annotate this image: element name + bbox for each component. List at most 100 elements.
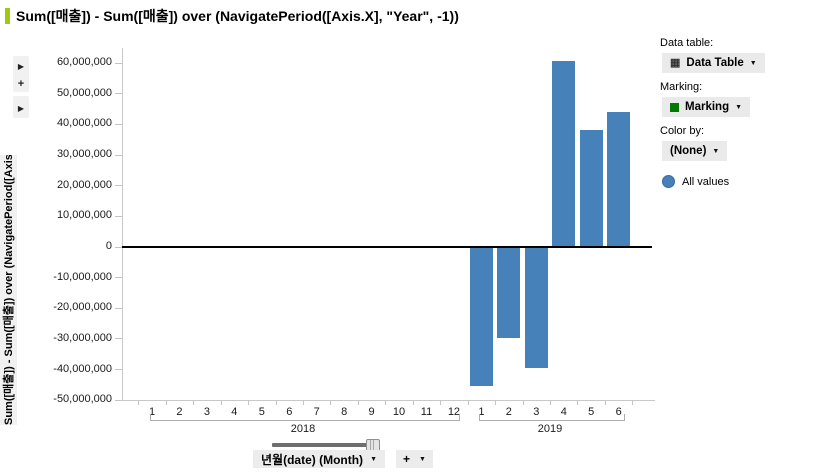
y-axis-tick <box>115 246 122 248</box>
year-bracket <box>479 420 625 421</box>
y-axis-tick <box>115 369 122 371</box>
expand-right-icon: ▶ <box>17 104 25 113</box>
x-axis-plus-button[interactable]: + <box>403 452 411 466</box>
y-axis-tick <box>115 307 122 309</box>
x-axis-tick <box>357 400 359 405</box>
x-axis-tick <box>632 400 634 405</box>
marking-value: Marking <box>685 101 730 113</box>
y-axis-tick-label: -30,000,000 <box>53 331 112 344</box>
x-axis-buttons: + ▼ <box>396 450 433 468</box>
x-month-label: 3 <box>533 406 540 418</box>
chevron-down-icon: ▼ <box>370 455 377 463</box>
x-month-label: 9 <box>368 406 375 418</box>
marking-color-swatch <box>670 102 679 112</box>
legend-panel: Data table: ▦ Data Table ▼ Marking: Mark… <box>660 37 765 188</box>
collapsed-panel-group-bottom: ▶ <box>13 96 29 118</box>
x-axis-line <box>122 400 655 401</box>
y-axis-selector[interactable]: Sum([매출]) - Sum([매출]) over (NavigatePeri… <box>0 155 17 425</box>
x-month-label: 7 <box>313 406 320 418</box>
y-axis-tick-label: 10,000,000 <box>56 209 112 222</box>
data-table-value: Data Table <box>686 57 744 69</box>
bar-2019-2[interactable] <box>497 246 521 339</box>
year-bracket-riser <box>458 414 460 421</box>
x-axis-tick <box>522 400 524 405</box>
legend-dot-icon <box>662 175 675 188</box>
add-panel-button[interactable]: + <box>18 75 24 91</box>
x-axis-tick <box>412 400 414 405</box>
y-axis-tick <box>115 185 122 187</box>
x-axis-selector[interactable]: 년월(date) (Month) ▼ <box>253 450 385 468</box>
x-month-label: 8 <box>341 406 348 418</box>
x-axis-tick <box>440 400 442 405</box>
x-year-label: 2018 <box>290 423 316 435</box>
y-axis-tick <box>115 123 122 125</box>
x-month-label: 6 <box>286 406 293 418</box>
color-by-label: Color by: <box>660 125 705 137</box>
page-title: Sum([매출]) - Sum([매출]) over (NavigatePeri… <box>16 8 459 24</box>
y-axis-tick <box>115 399 122 401</box>
x-month-label: 10 <box>392 406 406 418</box>
y-axis-tick <box>115 93 122 95</box>
legend-item-label: All values <box>682 175 730 188</box>
y-axis-tick-label: -40,000,000 <box>53 362 112 375</box>
y-axis-tick-label: 20,000,000 <box>56 178 112 191</box>
x-month-label: 5 <box>258 406 265 418</box>
expand-right-icon: ▶ <box>17 62 25 72</box>
chevron-down-icon: ▼ <box>749 59 757 67</box>
x-axis-tick <box>604 400 606 405</box>
bar-2019-1[interactable] <box>469 246 493 387</box>
x-axis-tick <box>138 400 140 405</box>
color-by-value: (None) <box>670 145 707 157</box>
year-bracket-riser <box>150 414 151 421</box>
zero-baseline <box>122 245 652 248</box>
x-month-label: 2 <box>505 406 512 418</box>
collapsed-panel-group-top: ▶ + <box>13 56 29 92</box>
x-axis-tick <box>275 400 277 405</box>
x-axis-tick <box>220 400 222 405</box>
data-table-dropdown[interactable]: ▦ Data Table ▼ <box>662 53 765 73</box>
bar-2019-5[interactable] <box>579 129 603 247</box>
y-axis-tick-label: -10,000,000 <box>53 270 112 283</box>
x-month-label: 3 <box>203 406 210 418</box>
y-axis-tick-label: 40,000,000 <box>56 117 112 130</box>
x-month-label: 4 <box>231 406 238 418</box>
y-axis-tick-label: 0 <box>105 240 112 252</box>
x-month-label: 1 <box>148 406 156 418</box>
color-by-dropdown[interactable]: (None) ▼ <box>662 141 728 161</box>
x-axis-tick <box>550 400 552 405</box>
y-axis-tick <box>115 215 122 217</box>
y-axis-tick <box>115 154 122 156</box>
x-month-label: 5 <box>588 406 595 418</box>
chevron-down-icon: ▼ <box>735 103 743 111</box>
x-year-label: 2019 <box>537 423 563 435</box>
x-axis-dropdown-button[interactable]: ▼ <box>419 455 426 463</box>
x-month-label: 12 <box>447 406 461 418</box>
y-axis-line <box>122 48 123 400</box>
bar-2019-6[interactable] <box>607 111 631 247</box>
x-axis-tick <box>577 400 579 405</box>
chevron-down-icon: ▼ <box>712 147 720 155</box>
marking-label: Marking: <box>660 81 703 93</box>
x-axis-tick <box>330 400 332 405</box>
x-axis-tick <box>495 400 497 405</box>
y-axis-tick-label: 60,000,000 <box>56 56 112 68</box>
bar-2019-4[interactable] <box>552 60 576 247</box>
marking-dropdown[interactable]: Marking ▼ <box>662 97 751 117</box>
y-axis-tick <box>115 62 122 64</box>
expand-panel-button-2[interactable]: ▶ <box>18 99 24 115</box>
hierarchy-slider-track[interactable] <box>272 443 373 447</box>
x-axis-tick <box>248 400 250 405</box>
y-axis-tick-label: -50,000,000 <box>53 393 112 406</box>
table-icon: ▦ <box>670 56 681 69</box>
bar-2019-3[interactable] <box>524 246 548 368</box>
x-month-label: 1 <box>478 406 485 418</box>
chart-title-bar: Sum([매출]) - Sum([매출]) over (NavigatePeri… <box>5 6 459 26</box>
x-axis-selector-label: 년월(date) (Month) <box>261 452 364 467</box>
expand-panel-button[interactable]: ▶ <box>18 57 24 73</box>
year-bracket-riser <box>623 414 625 421</box>
legend-item-all-values[interactable]: All values <box>662 175 765 188</box>
x-axis-tick <box>302 400 304 405</box>
plus-icon: + <box>17 77 25 90</box>
x-axis-tick <box>193 400 195 405</box>
